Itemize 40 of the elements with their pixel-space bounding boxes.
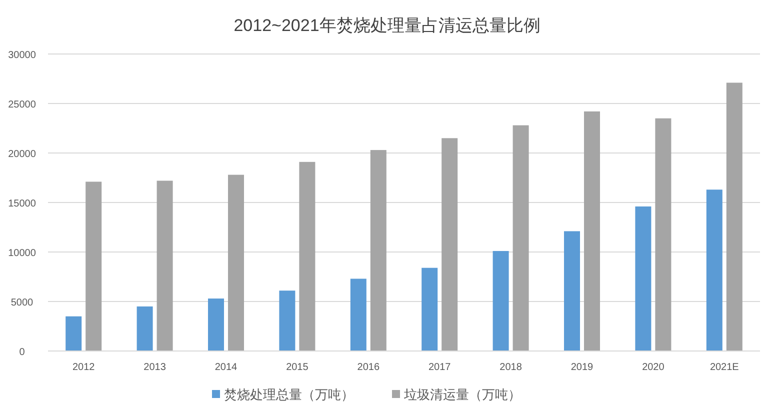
bar xyxy=(66,316,82,351)
bar xyxy=(350,278,366,351)
x-tick-label: 2014 xyxy=(214,362,238,373)
legend-label: 焚烧处理总量（万吨） xyxy=(224,387,354,402)
bar xyxy=(299,162,316,351)
bar xyxy=(279,290,296,351)
bar xyxy=(584,111,600,351)
x-tick-label: 2021E xyxy=(710,362,740,373)
bar xyxy=(564,231,580,351)
bar xyxy=(442,138,458,351)
y-tick-label: 20000 xyxy=(8,149,36,160)
chart-title: 2012~2021年焚烧处理量占清运总量比例 xyxy=(234,16,540,35)
y-tick-label: 10000 xyxy=(8,248,36,259)
bar xyxy=(136,306,153,351)
y-tick-label: 30000 xyxy=(8,50,36,61)
x-tick-label: 2018 xyxy=(500,362,522,373)
bar xyxy=(512,125,529,351)
bar xyxy=(208,298,224,351)
bar xyxy=(655,118,672,351)
x-tick-label: 2013 xyxy=(144,362,166,373)
x-tick-label: 2017 xyxy=(428,362,452,373)
legend-label: 垃圾清运量（万吨） xyxy=(403,387,521,402)
y-tick-label: 0 xyxy=(19,347,26,358)
y-tick-label: 25000 xyxy=(8,100,36,110)
x-tick-label: 2015 xyxy=(286,362,309,373)
bar xyxy=(635,206,652,351)
bar xyxy=(422,268,438,351)
x-tick-label: 2012 xyxy=(72,362,96,373)
bar xyxy=(156,180,173,351)
x-tick-label: 2016 xyxy=(357,362,380,373)
y-tick-label: 5000 xyxy=(10,298,34,308)
bar xyxy=(706,190,722,351)
x-tick-label: 2019 xyxy=(570,362,594,373)
bar xyxy=(492,251,509,351)
bar xyxy=(370,150,386,351)
bar xyxy=(86,182,102,351)
bar xyxy=(726,82,742,351)
y-tick-label: 15000 xyxy=(8,198,36,210)
x-tick-label: 2020 xyxy=(642,362,665,373)
bar xyxy=(228,174,244,351)
